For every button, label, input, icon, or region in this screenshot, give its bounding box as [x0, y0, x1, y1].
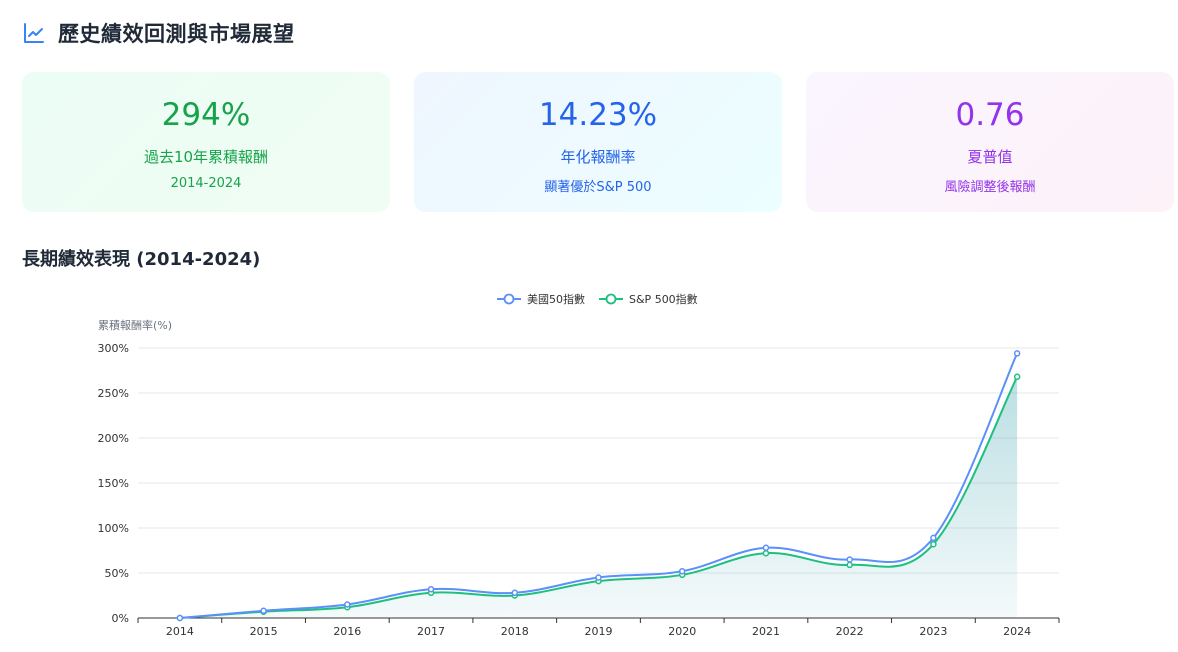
data-point: [595, 574, 602, 581]
sharpe-ratio-value: 0.76: [955, 97, 1025, 133]
legend-label: S&P 500指數: [629, 292, 698, 306]
y-tick-label: 100%: [98, 522, 129, 535]
x-tick-label: 2015: [250, 625, 278, 638]
chart-section-title: 長期績效表現 (2014-2024): [22, 249, 261, 270]
line-chart-icon: [24, 23, 44, 43]
data-point: [1013, 350, 1021, 357]
page-header: 歷史績效回測與市場展望: [22, 18, 295, 48]
data-point: [1013, 373, 1021, 381]
x-tick-label: 2024: [1003, 625, 1031, 638]
page-title: 歷史績效回測與市場展望: [58, 22, 295, 46]
sharpe-ratio-card: 0.76 夏普值 風險調整後報酬: [806, 72, 1174, 212]
cumulative-return-card: 294% 過去10年累積報酬 2014-2024: [22, 72, 390, 212]
x-tick-label: 2022: [836, 625, 864, 638]
legend-label: 美國50指數: [527, 292, 585, 306]
x-tick-label: 2023: [919, 625, 947, 638]
y-tick-label: 0%: [112, 612, 129, 625]
data-point: [176, 614, 184, 622]
x-tick-label: 2021: [752, 625, 780, 638]
sharpe-ratio-label: 夏普值: [967, 148, 1013, 166]
cumulative-return-period: 2014-2024: [170, 176, 242, 191]
y-axis-title: 累積報酬率(%): [98, 318, 172, 332]
cumulative-return-label: 過去10年累積報酬: [143, 148, 269, 166]
x-tick-label: 2019: [585, 625, 613, 638]
data-point: [344, 601, 351, 608]
x-tick-label: 2020: [668, 625, 696, 638]
legend-marker: [605, 293, 617, 305]
annualized-return-label: 年化報酬率: [560, 148, 636, 166]
series-line: [179, 376, 1019, 619]
legend-marker: [503, 293, 515, 305]
data-point: [846, 561, 853, 569]
data-point: [762, 544, 770, 552]
y-tick-label: 200%: [98, 432, 129, 445]
data-point: [260, 607, 267, 615]
x-tick-label: 2016: [333, 625, 361, 638]
annualized-return-value: 14.23%: [538, 97, 658, 133]
data-point: [427, 585, 435, 593]
annualized-return-card: 14.23% 年化報酬率 顯著優於S&P 500: [414, 72, 782, 212]
data-point: [930, 534, 937, 542]
x-tick-label: 2018: [501, 625, 529, 638]
data-point: [678, 567, 686, 575]
series-area: [179, 376, 1018, 618]
data-point: [930, 540, 937, 548]
y-tick-label: 250%: [98, 387, 129, 400]
y-tick-label: 50%: [105, 567, 129, 580]
sharpe-ratio-note: 風險調整後報酬: [944, 180, 1036, 195]
cumulative-return-value: 294%: [161, 97, 251, 133]
series-line: [179, 352, 1019, 619]
y-tick-label: 150%: [98, 477, 129, 490]
data-point: [762, 549, 770, 557]
y-tick-label: 300%: [98, 342, 129, 355]
data-point: [846, 556, 853, 563]
x-tick-label: 2017: [417, 625, 445, 638]
performance-line-chart: 0% 50% 100% 150% 200% 250% 300% 累積報酬率(%) 2014 201…: [98, 292, 1060, 638]
x-tick-label: 2014: [166, 625, 194, 638]
data-point: [511, 589, 519, 597]
annualized-return-note: 顯著優於S&P 500: [544, 180, 652, 195]
